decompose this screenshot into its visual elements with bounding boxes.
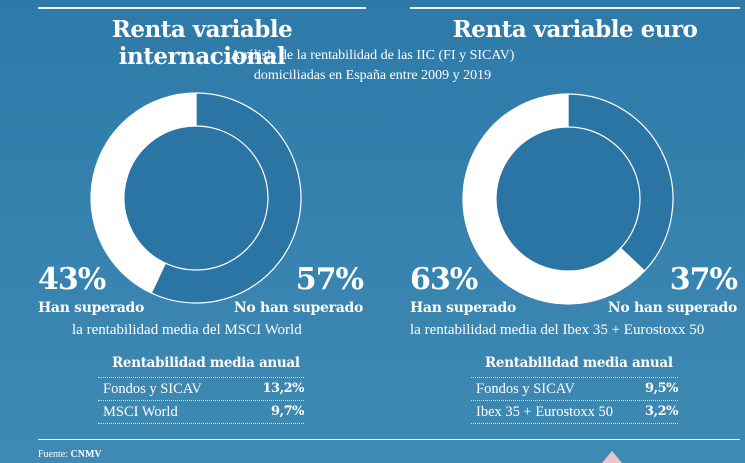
slice-no-han-superado [150, 92, 302, 304]
donut-hole [124, 126, 268, 270]
legend-right-han: Han superado [410, 300, 517, 316]
top-rule-right [410, 7, 740, 9]
source: Fuente: CNMV [38, 449, 102, 460]
decorative-triangle [602, 451, 622, 463]
row-value: 13,2% [262, 381, 304, 396]
row-name: Ibex 35 + Eurostoxx 50 [476, 404, 614, 420]
donut-hole [496, 127, 640, 271]
row-value: 9,7% [271, 404, 304, 419]
bottom-rule [38, 439, 740, 440]
source-value: CNMV [70, 449, 102, 460]
legend-left-no: No han superado [233, 300, 363, 316]
slice-label-left-no: 57% [295, 262, 364, 297]
row-value: 3,2% [645, 404, 678, 419]
caption-right: la rentabilidad media del Ibex 35 + Euro… [410, 322, 705, 338]
subtitle-line-2: domiciliadas en España entre 2009 y 2019 [253, 68, 492, 83]
chart-title-left: Renta variable internacional [111, 16, 293, 70]
row-value: 9,5% [645, 381, 678, 396]
legend-left-han: Han superado [38, 300, 145, 316]
row-name: Fondos y SICAV [103, 381, 202, 397]
row-name: Fondos y SICAV [476, 381, 575, 397]
table-row: Ibex 35 + Eurostoxx 50 3,2% [471, 401, 678, 424]
slice-han-superado [90, 92, 197, 294]
slice-no-han-superado [567, 93, 674, 272]
table-title-right: Rentabilidad media anual [485, 355, 673, 371]
table-right: Fondos y SICAV 9,5% Ibex 35 + Eurostoxx 5… [471, 377, 678, 424]
table-row: Fondos y SICAV 9,5% [471, 378, 678, 401]
row-name: MSCI World [103, 404, 178, 420]
subtitle: Análisis de la rentabilidad de las IIC (… [0, 46, 745, 86]
caption-left: la rentabilidad media del MSCI World [72, 322, 302, 338]
slice-label-right-no: 37% [669, 262, 738, 297]
top-rule-left [38, 7, 366, 9]
chart-title-right: Renta variable euro [452, 16, 698, 43]
source-label: Fuente: [38, 449, 68, 460]
slice-label-right-han: 63% [410, 262, 478, 297]
legend-right-no: No han superado [607, 300, 737, 316]
table-row: Fondos y SICAV 13,2% [98, 378, 304, 401]
table-row: MSCI World 9,7% [98, 401, 304, 424]
subtitle-line-1: Análisis de la rentabilidad de las IIC (… [230, 48, 515, 63]
table-left: Fondos y SICAV 13,2% MSCI World 9,7% [98, 377, 304, 424]
table-title-left: Rentabilidad media anual [112, 355, 300, 371]
slice-han-superado [462, 93, 646, 305]
slice-label-left-han: 43% [38, 262, 106, 297]
